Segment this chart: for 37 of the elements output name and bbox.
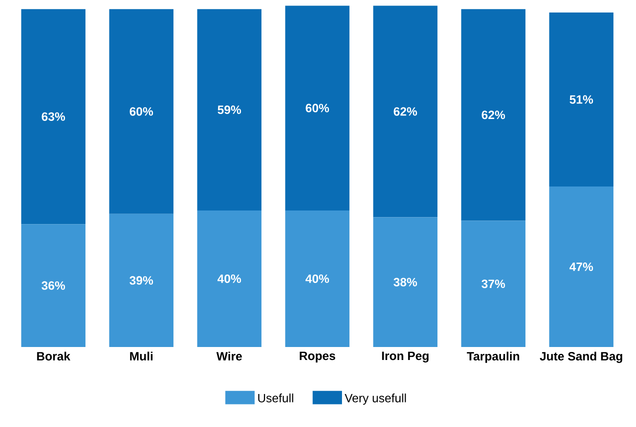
data-label: 37% bbox=[482, 280, 506, 288]
data-label: 62% bbox=[482, 110, 506, 120]
legend-label: Usefull bbox=[258, 394, 294, 402]
bar bbox=[549, 12, 614, 187]
bar bbox=[285, 6, 350, 210]
data-label: 63% bbox=[42, 112, 66, 121]
bar bbox=[461, 9, 526, 221]
bar bbox=[21, 9, 86, 224]
x-tick-label: Jute Sand Bag bbox=[540, 352, 622, 363]
x-tick-label: Iron Peg bbox=[382, 352, 429, 363]
data-label: 36% bbox=[42, 281, 66, 290]
data-label: 38% bbox=[394, 278, 418, 286]
bar bbox=[109, 9, 174, 214]
bar bbox=[197, 9, 262, 210]
x-tick-label: Ropes bbox=[300, 352, 336, 362]
data-label: 40% bbox=[306, 274, 330, 283]
x-tick-label: Tarpaulin bbox=[466, 352, 520, 363]
bar bbox=[373, 6, 438, 218]
x-tick-label: Muli bbox=[130, 352, 152, 361]
x-tick-label: Wire bbox=[216, 352, 242, 361]
data-label: 39% bbox=[130, 276, 154, 285]
bar bbox=[461, 220, 526, 347]
bar bbox=[549, 186, 614, 347]
data-label: 60% bbox=[130, 107, 154, 116]
bar bbox=[285, 210, 350, 347]
data-label: 62% bbox=[394, 107, 418, 116]
bar bbox=[197, 210, 262, 347]
data-label: 59% bbox=[218, 106, 242, 114]
x-tick-label: Borak bbox=[37, 352, 70, 361]
data-label: 51% bbox=[570, 95, 594, 104]
data-label: 60% bbox=[306, 104, 330, 112]
data-label: 47% bbox=[570, 262, 594, 271]
bar bbox=[373, 217, 438, 347]
data-label: 40% bbox=[218, 274, 242, 283]
bar bbox=[21, 224, 86, 347]
bar bbox=[109, 214, 174, 347]
legend-label: Very usefull bbox=[344, 394, 406, 405]
